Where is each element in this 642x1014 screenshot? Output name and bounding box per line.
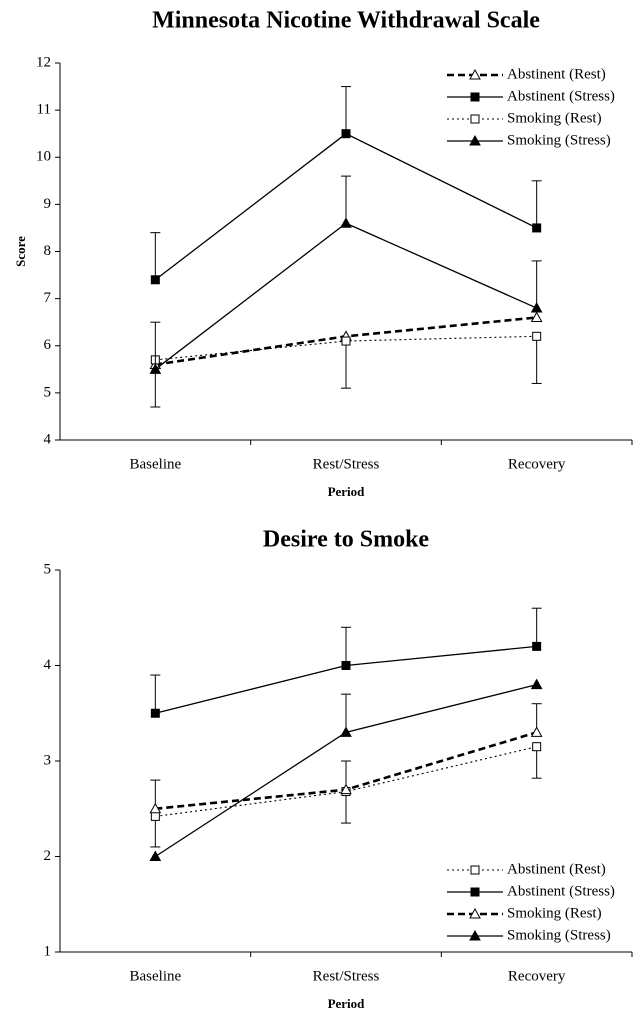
marker (470, 114, 480, 124)
marker (341, 661, 351, 670)
marker (532, 742, 542, 752)
legend-label: Abstinent (Stress) (507, 88, 615, 104)
y-tick-label: 3 (44, 752, 52, 768)
y-tick-label: 2 (44, 848, 52, 864)
x-axis-label: Period (328, 484, 366, 499)
x-tick-label: Baseline (130, 456, 182, 472)
marker (341, 129, 351, 139)
marker (469, 68, 481, 80)
marker (150, 708, 160, 718)
marker (470, 887, 480, 897)
x-axis-label: Period (328, 996, 366, 1011)
marker (149, 802, 162, 814)
y-tick-label: 6 (44, 337, 52, 353)
legend-label: Smoking (Stress) (507, 927, 611, 943)
y-tick-label: 5 (44, 561, 52, 577)
marker (530, 678, 543, 690)
marker (150, 275, 160, 285)
y-tick-label: 5 (44, 384, 52, 400)
marker (532, 223, 542, 233)
y-tick-label: 9 (44, 196, 52, 212)
y-tick-label: 10 (36, 149, 51, 165)
y-tick-label: 12 (36, 54, 51, 70)
y-tick-label: 8 (44, 243, 52, 259)
y-tick-label: 4 (44, 431, 52, 447)
marker (530, 726, 543, 737)
marker (340, 726, 352, 737)
legend-label: Smoking (Rest) (507, 110, 602, 126)
y-axis-label: Score (13, 236, 28, 267)
y-tick-label: 11 (37, 102, 51, 118)
legend-label: Abstinent (Stress) (507, 883, 615, 899)
legend-label: Smoking (Stress) (507, 132, 611, 148)
marker (470, 92, 480, 102)
marker (532, 641, 542, 651)
marker (341, 336, 351, 346)
marker (340, 783, 352, 795)
marker (532, 331, 542, 341)
y-tick-label: 7 (44, 290, 52, 306)
chart-title: Desire to Smoke (263, 527, 430, 553)
marker (530, 311, 543, 322)
marker (530, 302, 543, 313)
marker (469, 907, 481, 919)
x-tick-label: Baseline (130, 968, 182, 984)
x-tick-label: Recovery (508, 968, 566, 984)
marker (149, 363, 162, 374)
legend-label: Smoking (Rest) (507, 905, 602, 921)
y-tick-label: 1 (44, 943, 52, 959)
marker (469, 929, 481, 941)
x-tick-label: Recovery (508, 456, 566, 472)
y-tick-label: 4 (44, 657, 52, 673)
x-tick-label: Rest/Stress (313, 968, 380, 984)
marker (469, 134, 481, 146)
marker (149, 850, 162, 861)
marker (470, 865, 480, 875)
legend-label: Abstinent (Rest) (507, 861, 606, 877)
marker (150, 811, 160, 821)
x-tick-label: Rest/Stress (313, 456, 380, 472)
marker (340, 217, 352, 228)
chart-title: Minnesota Nicotine Withdrawal Scale (152, 8, 540, 34)
legend-label: Abstinent (Rest) (507, 66, 606, 82)
